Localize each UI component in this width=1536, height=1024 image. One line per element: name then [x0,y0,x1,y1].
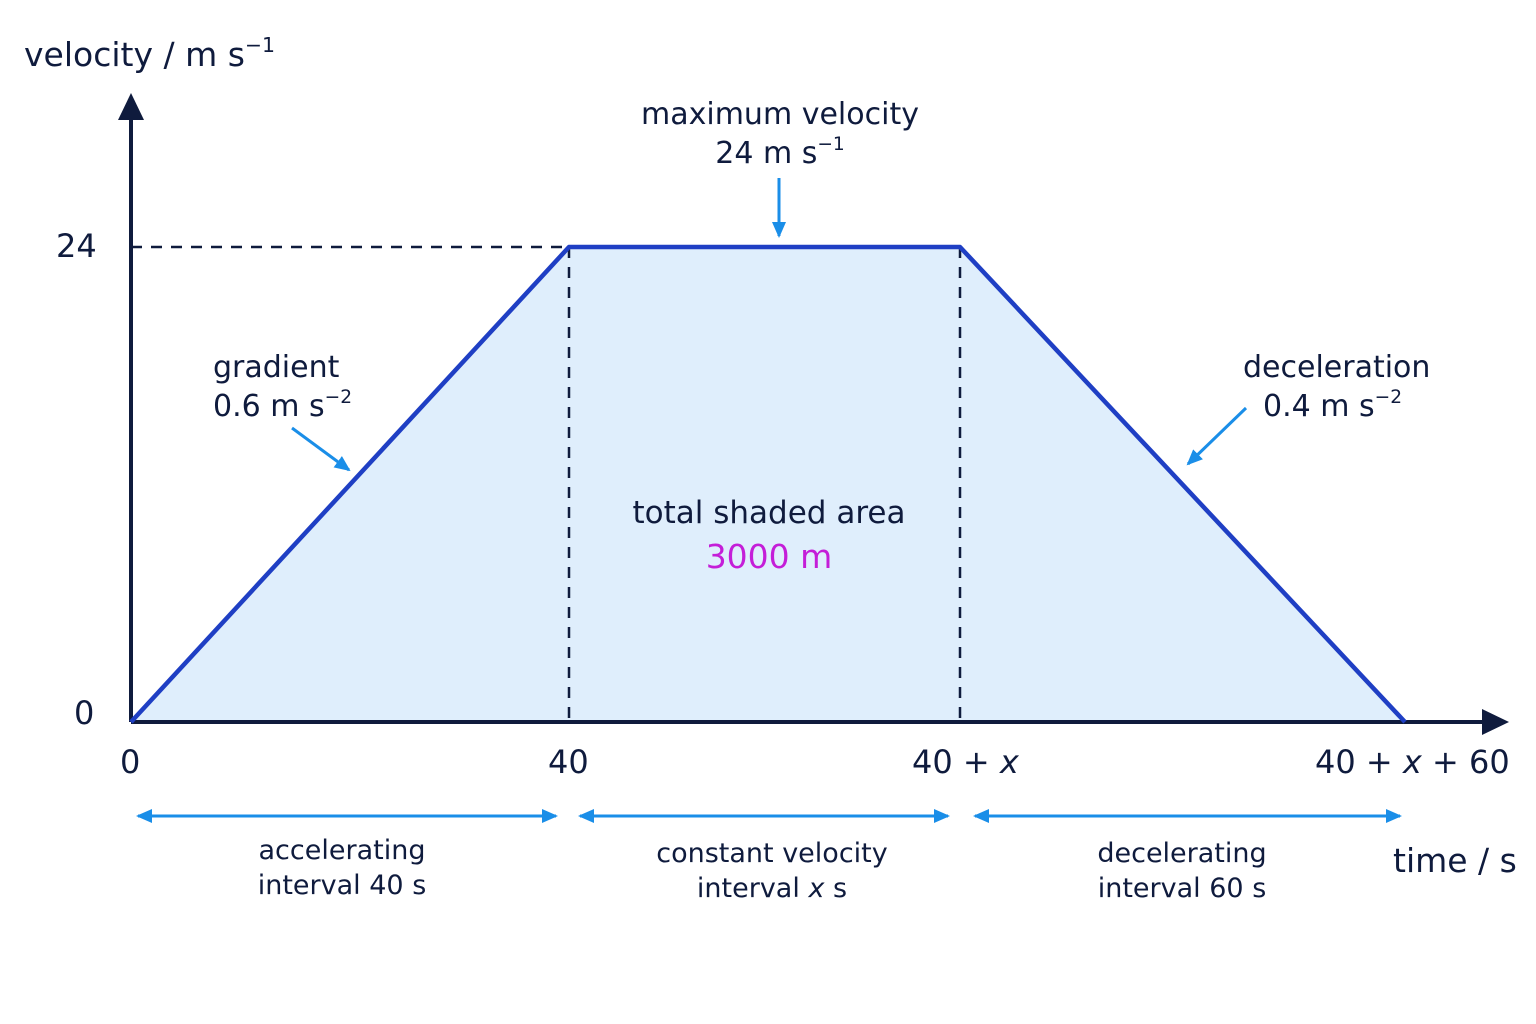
x-tick-40-plus-x-plus-60: 40 + x + 60 [1315,743,1510,781]
gradient-note: gradient 0.6 m s−2 [213,350,353,424]
y-tick-24: 24 [56,227,97,265]
x-axis-title: time / s [1393,841,1517,880]
accelerating-interval-label: accelerating interval 40 s [257,835,427,901]
y-axis-arrow-icon [118,93,144,120]
x-tick-40: 40 [548,743,589,781]
constant-interval-label: constant velocity interval x s [656,838,888,904]
y-tick-0: 0 [74,694,95,732]
gradient-arrow-icon [291,426,351,472]
shaded-area [131,247,1405,722]
decelerating-interval-label: decelerating interval 60 s [1097,838,1267,904]
y-axis-title: velocity / m s−1 [24,32,276,74]
x-tick-40-plus-x: 40 + x [912,743,1019,781]
x-tick-0: 0 [120,743,141,781]
x-axis-arrow-icon [1482,709,1509,735]
deceleration-note: deceleration 0.4 m s−2 [1243,350,1431,424]
velocity-curve [129,244,1407,724]
total-area-value: 3000 m [705,536,833,576]
deceleration-arrow-icon [1186,406,1248,466]
total-area-note: total shaded area 3000 m [619,493,919,579]
max-velocity-note: maximum velocity 24 m s−1 [641,97,919,171]
